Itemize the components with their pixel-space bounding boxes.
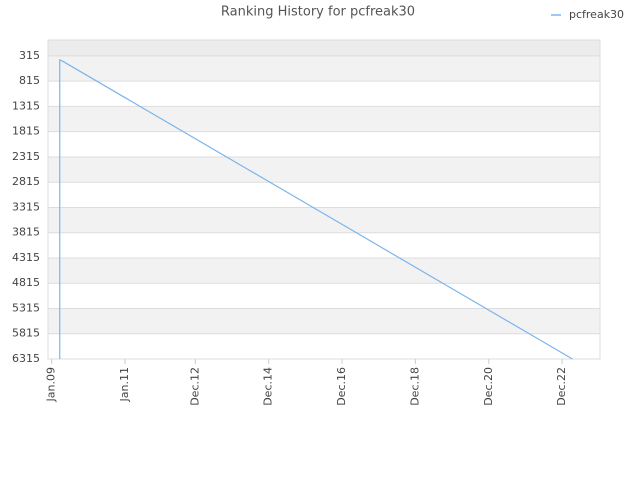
plot-border <box>47 39 601 360</box>
x-tick-label: Dec.18 <box>408 367 421 406</box>
x-tick-label: Dec.22 <box>555 367 568 406</box>
grid-band <box>48 182 600 208</box>
y-tick-label: 4815 <box>12 276 40 289</box>
x-tick-label: Dec.12 <box>188 367 201 406</box>
grid-band <box>48 308 600 334</box>
grid-band <box>48 257 600 284</box>
x-tick-label: Jan.09 <box>45 367 58 402</box>
grid-band <box>48 207 600 233</box>
y-tick-label: 5315 <box>12 301 40 314</box>
x-tick-label: Dec.16 <box>335 367 348 406</box>
y-tick-label: 2315 <box>12 150 40 163</box>
grid-band <box>48 156 600 183</box>
data-line <box>59 58 573 360</box>
y-tick-label: 315 <box>19 49 40 62</box>
y-tick-label: 1815 <box>12 125 40 138</box>
x-tick-label: Jan.11 <box>118 367 131 402</box>
chart-title: Ranking History for pcfreak30 <box>221 5 415 20</box>
grid-band <box>48 55 600 82</box>
x-tick-label: Dec.14 <box>262 367 275 406</box>
grid-band <box>48 81 600 107</box>
grid-band <box>48 106 600 132</box>
y-tick-label: 815 <box>19 74 40 87</box>
grid-band <box>48 40 600 56</box>
y-tick-label: 3315 <box>12 200 40 213</box>
grid-band <box>48 232 600 258</box>
grid-band <box>48 283 600 309</box>
x-tick-label: Dec.20 <box>482 367 495 406</box>
y-tick-label: 5815 <box>12 327 40 340</box>
y-tick-label: 2815 <box>12 175 40 188</box>
y-tick-label: 3815 <box>12 226 40 239</box>
y-tick-label: 1315 <box>12 99 40 112</box>
y-tick-label: 4315 <box>12 251 40 264</box>
y-tick-label: 6315 <box>12 352 40 365</box>
legend-label: pcfreak30 <box>569 8 624 21</box>
grid-band <box>48 333 600 359</box>
grid-band <box>48 131 600 157</box>
